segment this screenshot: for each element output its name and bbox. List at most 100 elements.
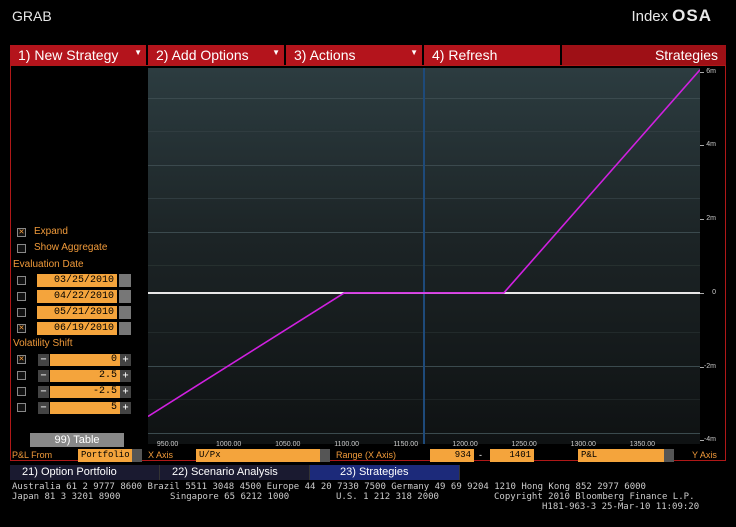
y-tick-mark: [700, 219, 704, 221]
y-tick-label: 2m: [706, 215, 716, 223]
increment-button[interactable]: +: [120, 370, 131, 382]
strategies-label: Strategies: [654, 47, 718, 63]
volatility-shift-checkbox[interactable]: [17, 371, 26, 380]
calendar-button[interactable]: [119, 322, 131, 335]
x-tick-label: 1050.00: [275, 441, 301, 448]
x-axis-label: X Axis: [148, 450, 174, 460]
increment-button[interactable]: +: [120, 386, 131, 398]
refresh-button[interactable]: 4) Refresh: [424, 45, 560, 65]
evaluation-date-input[interactable]: 03/25/2010: [37, 274, 117, 287]
volatility-shift-checkbox[interactable]: [17, 387, 26, 396]
evaluation-date-checkbox[interactable]: ✕: [17, 323, 26, 333]
current-price-marker: [423, 68, 426, 444]
volatility-shift-checkbox[interactable]: ✕: [17, 354, 26, 364]
volatility-shift-input[interactable]: -2.5: [50, 386, 120, 398]
y-tick-mark: [700, 366, 704, 368]
x-tick-label: 1100.00: [334, 441, 359, 448]
chevron-down-icon: ▼: [410, 48, 418, 57]
new-strategy-menu[interactable]: 1) New Strategy ▼: [10, 45, 146, 65]
actions-label: 3) Actions: [294, 47, 356, 63]
evaluation-date-title: Evaluation Date: [13, 259, 84, 270]
y-tick-label: -4m: [703, 436, 716, 444]
pl-from-select[interactable]: Portfolio: [78, 449, 132, 462]
y-tick-mark: [700, 440, 704, 442]
evaluation-date-checkbox[interactable]: [17, 308, 26, 317]
y-tick-label: -2m: [703, 362, 716, 370]
payoff-svg: [148, 69, 700, 418]
y-axis-dropdown[interactable]: [664, 449, 674, 462]
payoff-chart[interactable]: [148, 68, 700, 444]
add-options-label: 2) Add Options: [156, 47, 249, 63]
evaluation-date-input[interactable]: 05/21/2010: [37, 306, 117, 319]
range-min-input[interactable]: 934: [430, 449, 474, 462]
evaluation-date-input[interactable]: 04/22/2010: [37, 290, 117, 303]
volatility-shift-checkbox[interactable]: [17, 403, 26, 412]
volatility-shift-title: Volatility Shift: [13, 338, 73, 349]
y-tick-label: 4m: [706, 141, 716, 149]
strategies-button[interactable]: Strategies: [562, 45, 726, 65]
increment-button[interactable]: +: [120, 354, 131, 366]
show-aggregate-label: Show Aggregate: [34, 242, 108, 253]
x-tick-label: 950.00: [156, 441, 179, 448]
footer-timestamp: H181-963-3 25-Mar-10 11:09:20: [542, 502, 700, 512]
refresh-label: 4) Refresh: [432, 47, 498, 63]
footer-us: U.S. 1 212 318 2000: [336, 492, 439, 502]
y-axis: 6m 4m 2m 0 -2m -4m: [700, 68, 726, 444]
axis-controls: P&L From Portfolio X Axis U/Px Range (X …: [10, 449, 726, 463]
table-button[interactable]: 99) Table: [30, 433, 124, 447]
x-axis-select[interactable]: U/Px: [196, 449, 320, 462]
y-tick-mark: [700, 71, 704, 73]
range-max-input[interactable]: 1401: [490, 449, 534, 462]
pl-from-label: P&L From: [12, 450, 53, 460]
menu-bar: 1) New Strategy ▼ 2) Add Options ▼ 3) Ac…: [10, 45, 726, 65]
main-frame: [10, 65, 726, 461]
footer-line-1: Australia 61 2 9777 8600 Brazil 5511 304…: [12, 482, 646, 492]
footer-japan: Japan 81 3 3201 8900: [12, 492, 121, 502]
x-tick-label: 1150.00: [393, 441, 419, 448]
volatility-shift-input[interactable]: 2.5: [50, 370, 120, 382]
index-label: Index OSA: [631, 6, 712, 26]
chevron-down-icon: ▼: [272, 48, 280, 57]
pl-from-dropdown[interactable]: [132, 449, 142, 462]
x-tick-label: 1000.00: [216, 441, 242, 448]
expand-checkbox[interactable]: ✕: [17, 227, 26, 237]
decrement-button[interactable]: −: [38, 386, 49, 398]
tab-option-portfolio[interactable]: 21) Option Portfolio: [10, 465, 160, 480]
chevron-down-icon: ▼: [134, 48, 142, 57]
y-tick-label: 0: [712, 288, 716, 296]
payoff-line: [148, 69, 700, 418]
expand-label: Expand: [34, 226, 68, 237]
decrement-button[interactable]: −: [38, 354, 49, 366]
evaluation-date-checkbox[interactable]: [17, 292, 26, 301]
evaluation-date-checkbox[interactable]: [17, 276, 26, 285]
volatility-shift-input[interactable]: 5: [50, 402, 120, 414]
range-label: Range (X Axis): [336, 450, 397, 460]
y-axis-select[interactable]: P&L: [578, 449, 664, 462]
footer-copyright: Copyright 2010 Bloomberg Finance L.P.: [494, 492, 695, 502]
y-tick-mark: [700, 292, 704, 294]
calendar-button[interactable]: [119, 290, 131, 303]
index-text: Index: [631, 8, 669, 25]
y-axis-label: Y Axis: [692, 450, 717, 460]
calendar-button[interactable]: [119, 274, 131, 287]
volatility-shift-input[interactable]: 0: [50, 354, 120, 366]
decrement-button[interactable]: −: [38, 370, 49, 382]
increment-button[interactable]: +: [120, 402, 131, 414]
evaluation-date-input[interactable]: 06/19/2010: [37, 322, 117, 335]
add-options-menu[interactable]: 2) Add Options ▼: [148, 45, 284, 65]
decrement-button[interactable]: −: [38, 402, 49, 414]
tab-bar: 21) Option Portfolio 22) Scenario Analys…: [10, 465, 726, 480]
y-tick-label: 6m: [706, 67, 716, 75]
x-tick-label: 1250.00: [511, 441, 537, 448]
tab-scenario-analysis[interactable]: 22) Scenario Analysis: [160, 465, 310, 480]
x-tick-label: 1200.00: [452, 441, 478, 448]
show-aggregate-checkbox[interactable]: [17, 244, 26, 253]
ticker: GRAB: [12, 8, 52, 24]
x-axis-dropdown[interactable]: [320, 449, 330, 462]
calendar-button[interactable]: [119, 306, 131, 319]
y-tick-mark: [700, 145, 704, 147]
actions-menu[interactable]: 3) Actions ▼: [286, 45, 422, 65]
new-strategy-label: 1) New Strategy: [18, 47, 119, 63]
x-tick-label: 1350.00: [629, 441, 656, 448]
tab-strategies[interactable]: 23) Strategies: [310, 465, 460, 480]
